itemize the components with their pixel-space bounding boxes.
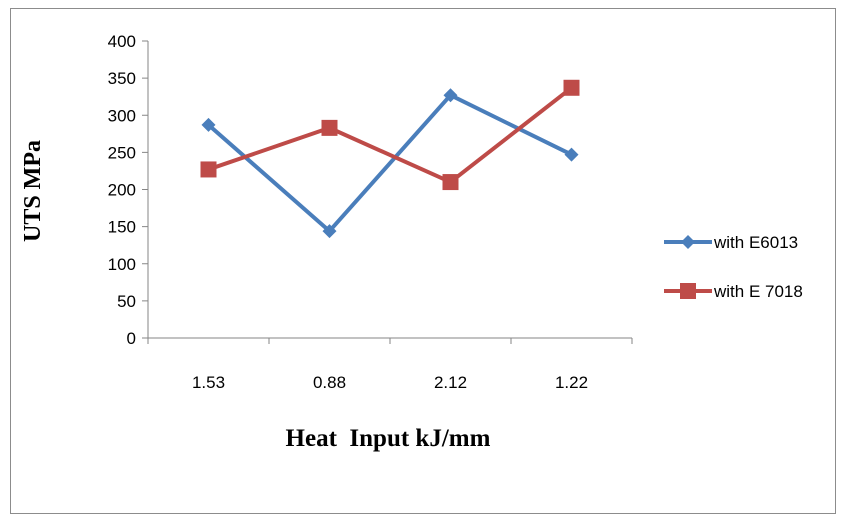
y-tick-label: 0 — [127, 329, 136, 348]
x-tick-label: 0.88 — [313, 373, 346, 392]
x-tick-label: 2.12 — [434, 373, 467, 392]
data-point — [443, 88, 458, 103]
y-tick-label: 150 — [108, 218, 136, 237]
y-tick-label: 50 — [117, 292, 136, 311]
series-line — [207, 86, 573, 185]
y-tick-label: 250 — [108, 143, 136, 162]
data-point — [563, 79, 580, 96]
legend-marker — [681, 235, 695, 249]
x-tick-label: 1.22 — [555, 373, 588, 392]
data-point — [200, 161, 217, 178]
series-2 — [200, 79, 580, 191]
data-point — [322, 224, 337, 239]
y-axis-label: UTS MPa — [20, 140, 46, 242]
data-point — [564, 147, 579, 162]
data-point — [201, 117, 216, 132]
legend-label: with E6013 — [713, 233, 798, 252]
x-tick-label: 1.53 — [192, 373, 225, 392]
series-layer — [200, 79, 580, 239]
legend-label: with E 7018 — [713, 282, 803, 301]
y-tick-label: 350 — [108, 69, 136, 88]
legend-marker — [680, 283, 696, 299]
data-point — [442, 174, 459, 191]
y-tick-label: 300 — [108, 106, 136, 125]
y-tick-label: 100 — [108, 255, 136, 274]
series-1 — [201, 88, 579, 239]
data-point — [321, 119, 338, 136]
x-axis-ticks: 1.53 0.88 2.12 1.22 — [147, 338, 633, 392]
legend-item: with E6013 — [664, 233, 798, 252]
y-tick-label: 400 — [108, 32, 136, 51]
x-axis-label: Heat Input kJ/mm — [286, 425, 491, 452]
chart-axes — [147, 41, 632, 339]
y-axis-ticks: 0 50 100 150 200 250 300 350 400 — [108, 32, 148, 348]
y-tick-label: 200 — [108, 181, 136, 200]
legend-item: with E 7018 — [664, 282, 803, 301]
series-line — [207, 93, 573, 234]
legend: with E6013 with E 7018 — [664, 233, 803, 301]
